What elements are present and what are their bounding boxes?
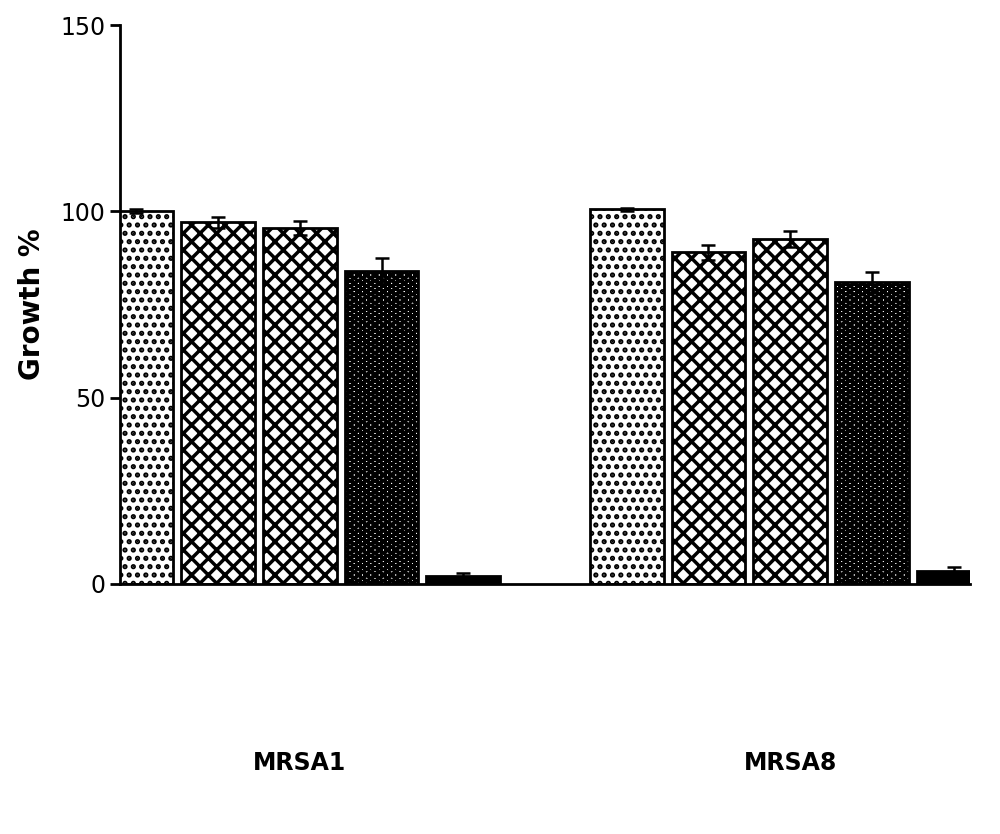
Bar [590, 209, 664, 584]
Bar [426, 576, 500, 584]
Bar [672, 252, 745, 584]
Text: MRSA8: MRSA8 [744, 751, 837, 776]
Y-axis label: Growth %: Growth % [18, 229, 46, 380]
Bar [917, 570, 990, 584]
Bar [100, 211, 173, 584]
Bar [835, 282, 909, 584]
Bar [345, 271, 418, 584]
Bar [753, 239, 827, 584]
Bar [263, 228, 337, 584]
Text: MRSA1: MRSA1 [253, 751, 346, 776]
Bar [181, 223, 255, 584]
